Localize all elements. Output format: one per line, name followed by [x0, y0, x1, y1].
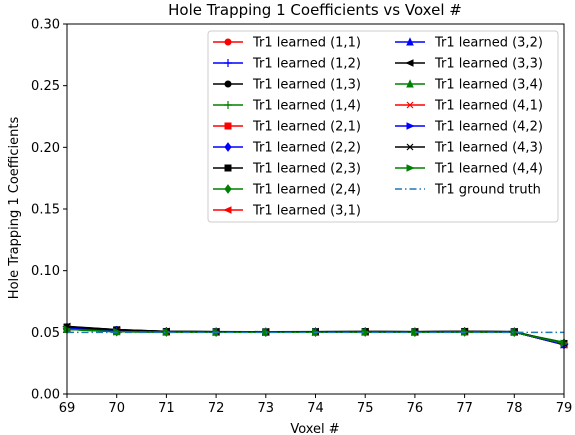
x-tick-label: 72 — [208, 401, 225, 416]
legend-label: Tr1 learned (1,4) — [252, 99, 361, 114]
legend-label: Tr1 learned (2,4) — [252, 183, 361, 198]
data-point — [405, 59, 414, 67]
legend-entry: Tr1 learned (2,4) — [213, 183, 361, 198]
x-tick-label: 78 — [506, 401, 523, 416]
x-tick-label: 71 — [158, 401, 175, 416]
legend-entry: Tr1 learned (2,2) — [213, 141, 361, 156]
y-axis: 0.00 0.05 0.10 0.15 0.20 0.25 0.30 — [31, 18, 67, 403]
legend-label: Tr1 learned (4,4) — [434, 162, 543, 177]
y-tick-label: 0.10 — [31, 264, 60, 279]
legend-label: Tr1 learned (1,3) — [252, 78, 361, 93]
legend-entry: Tr1 learned (1,4) — [213, 99, 361, 114]
legend: Tr1 learned (1,1) Tr1 learned (1,2) Tr1 le… — [207, 30, 559, 223]
x-tick-label: 73 — [258, 401, 275, 416]
data-point — [224, 38, 232, 46]
legend-entry: Tr1 learned (1,3) — [213, 78, 361, 93]
legend-label: Tr1 ground truth — [434, 183, 541, 198]
legend-entry: Tr1 learned (2,1) — [213, 120, 361, 135]
legend-entry: Tr1 learned (3,2) — [395, 36, 543, 51]
legend-entry: Tr1 learned (3,4) — [395, 78, 543, 93]
x-tick-label: 69 — [59, 401, 76, 416]
legend-entry: Tr1 learned (4,1) — [395, 99, 543, 114]
data-point — [406, 122, 415, 130]
y-tick-label: 0.30 — [31, 18, 60, 33]
x-axis: 69 70 71 72 73 74 75 76 77 78 79 — [59, 394, 573, 416]
legend-label: Tr1 learned (1,2) — [252, 57, 361, 72]
legend-label: Tr1 learned (1,1) — [252, 36, 361, 51]
data-point — [406, 164, 415, 172]
legend-entry: Tr1 learned (4,3) — [395, 141, 543, 156]
legend-label: Tr1 learned (3,2) — [434, 36, 543, 51]
x-tick-label: 74 — [307, 401, 324, 416]
y-tick-label: 0.20 — [31, 141, 60, 156]
legend-label: Tr1 learned (3,1) — [252, 204, 361, 219]
x-tick-label: 77 — [456, 401, 473, 416]
y-axis-label: Hole Trapping 1 Coefficients — [7, 117, 22, 300]
y-tick-label: 0.05 — [31, 326, 60, 341]
data-point — [224, 59, 232, 67]
legend-entry: Tr1 learned (3,1) — [213, 204, 361, 219]
legend-label: Tr1 learned (2,2) — [252, 141, 361, 156]
x-tick-label: 75 — [357, 401, 374, 416]
legend-entry: Tr1 learned (4,2) — [395, 120, 543, 135]
x-tick-label: 79 — [556, 401, 573, 416]
data-point — [224, 122, 232, 130]
data-point — [406, 37, 414, 46]
x-tick-label: 70 — [108, 401, 125, 416]
legend-box — [207, 30, 559, 223]
data-point — [224, 80, 232, 88]
plot-frame — [66, 23, 565, 395]
x-axis-label: Voxel # — [290, 422, 339, 435]
y-tick-label: 0.25 — [31, 79, 60, 94]
data-point — [223, 206, 232, 214]
legend-label: Tr1 learned (2,1) — [252, 120, 361, 135]
legend-label: Tr1 learned (4,3) — [434, 141, 543, 156]
data-point — [406, 101, 414, 109]
legend-entry: Tr1 learned (2,3) — [213, 162, 361, 177]
chart-title: Hole Trapping 1 Coefficients vs Voxel # — [168, 1, 462, 19]
data-point — [162, 328, 172, 336]
legend-entry: Tr1 learned (1,1) — [213, 36, 361, 51]
data-point — [224, 184, 232, 194]
legend-label: Tr1 learned (4,2) — [434, 120, 543, 135]
legend-entry: Tr1 learned (3,3) — [395, 57, 543, 72]
legend-entry: Tr1 ground truth — [395, 183, 541, 198]
data-point — [224, 101, 232, 109]
data-point — [510, 328, 519, 336]
legend-label: Tr1 learned (4,1) — [434, 99, 543, 114]
legend-label: Tr1 learned (3,3) — [434, 57, 543, 72]
legend-label: Tr1 learned (2,3) — [252, 162, 361, 177]
legend-entry: Tr1 learned (1,2) — [213, 57, 361, 72]
data-point — [406, 143, 414, 151]
data-point — [224, 142, 232, 152]
data-point — [406, 79, 414, 88]
y-tick-label: 0.15 — [31, 203, 60, 218]
data-point — [224, 164, 232, 172]
y-tick-label: 0.00 — [31, 388, 60, 403]
legend-label: Tr1 learned (3,4) — [434, 78, 543, 93]
x-tick-label: 76 — [407, 401, 424, 416]
plot-area — [62, 322, 569, 350]
legend-entry: Tr1 learned (4,4) — [395, 162, 543, 177]
